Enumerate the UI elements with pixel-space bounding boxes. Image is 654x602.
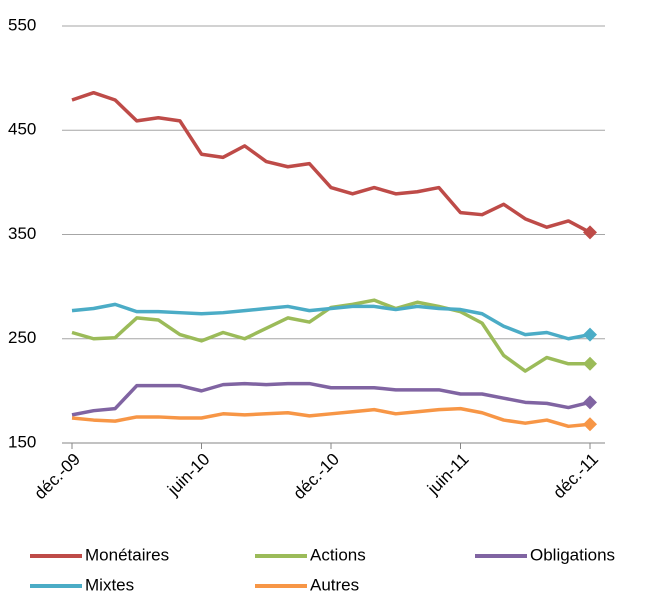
x-tick-label: déc.-10 [289,450,343,504]
y-tick-label: 450 [8,120,36,139]
end-marker [583,327,597,342]
series-line [71,90,591,234]
series-line [71,381,591,417]
series-line [71,406,591,429]
x-tick-label: juin-10 [163,450,213,500]
end-marker [583,356,597,371]
y-tick-label: 250 [8,328,36,347]
x-tick-label: déc.-09 [30,450,84,504]
x-tick-label: déc.-11 [549,450,602,503]
legend-label: Actions [310,545,366,564]
legend-label: Monétaires [85,545,169,564]
end-marker [583,225,597,240]
legend-label: Mixtes [85,575,134,594]
x-tick-label: juin-11 [423,450,472,499]
legend-label: Autres [310,575,359,594]
series-line [71,302,591,341]
end-marker [583,395,597,410]
legend-label: Obligations [530,545,615,564]
y-tick-label: 550 [8,15,36,34]
y-tick-label: 150 [8,432,36,451]
end-marker [583,417,597,432]
y-tick-label: 350 [8,224,36,243]
